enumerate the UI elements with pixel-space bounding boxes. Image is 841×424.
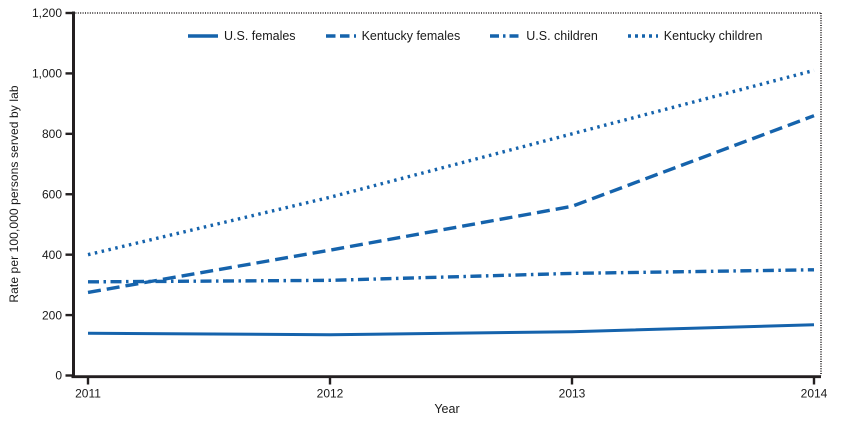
legend-label: U.S. children xyxy=(526,29,598,43)
legend-label: Kentucky children xyxy=(663,29,763,43)
series-line-kentucky-children xyxy=(87,68,815,257)
legend-item-u-s-females: U.S. females xyxy=(188,29,296,43)
legend-marker-dashdot-icon xyxy=(490,34,521,38)
x-tick-label: 2014 xyxy=(801,387,828,401)
y-axis-title: Rate per 100,000 persons served by lab xyxy=(7,85,21,303)
legend-marker-dotted-icon xyxy=(627,34,658,38)
series-line-u-s-females xyxy=(87,323,815,337)
x-tick-label: 2011 xyxy=(75,387,101,401)
y-tick-label: 200 xyxy=(42,308,62,322)
legend: U.S. females Kentucky females U.S. childre… xyxy=(188,29,762,43)
legend-item-u-s-children: U.S. children xyxy=(490,29,598,43)
y-tick-label: 400 xyxy=(42,248,62,262)
y-tick-label: 1,200 xyxy=(32,6,62,20)
legend-item-kentucky-females: Kentucky females xyxy=(325,29,461,43)
legend-label: Kentucky females xyxy=(361,29,461,43)
legend-label: U.S. females xyxy=(224,29,296,43)
series-line-u-s-children xyxy=(87,268,815,284)
y-tick-label: 600 xyxy=(42,187,62,201)
legend-item-kentucky-children: Kentucky children xyxy=(627,29,763,43)
x-tick-label: 2012 xyxy=(317,387,344,401)
y-tick-label: 800 xyxy=(42,127,62,141)
y-tick-label: 0 xyxy=(55,369,62,383)
x-axis-title: Year xyxy=(434,402,460,416)
legend-marker-solid-icon xyxy=(188,34,218,38)
legend-marker-dashed-icon xyxy=(325,34,356,38)
x-tick-label: 2013 xyxy=(559,387,586,401)
y-tick-label: 1,000 xyxy=(32,67,62,81)
series-line-kentucky-females xyxy=(87,114,815,295)
